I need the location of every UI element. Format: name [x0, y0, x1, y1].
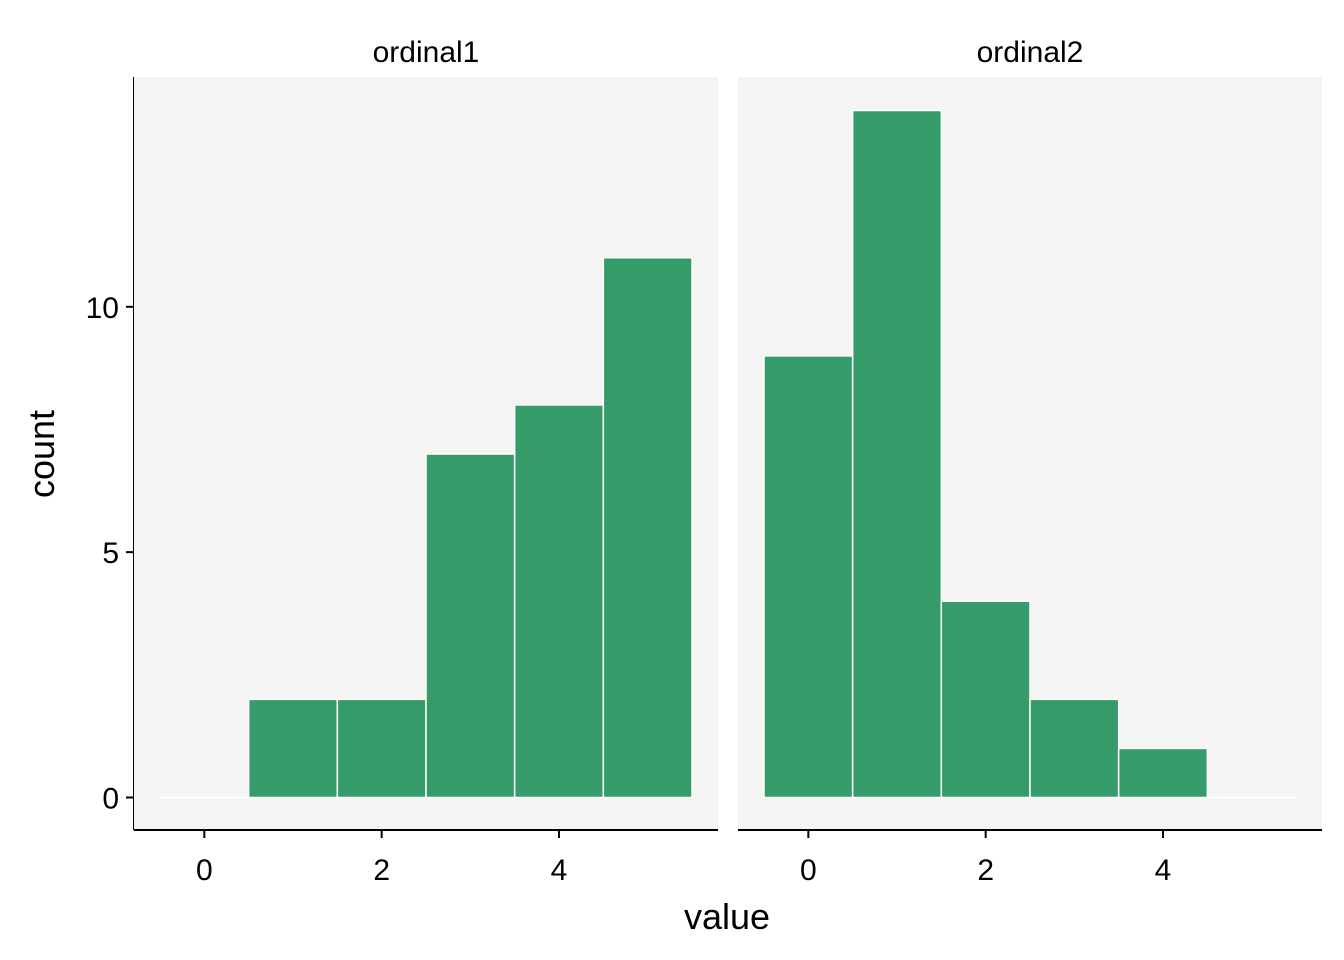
- x-tick-label: 4: [551, 854, 568, 887]
- histogram-bar: [763, 355, 854, 799]
- x-tick-label: 0: [800, 854, 817, 887]
- y-tick-label: 0: [102, 783, 119, 816]
- histogram-bar: [602, 256, 693, 799]
- x-axis-title: value: [684, 896, 770, 937]
- facet-panel-ordinal1: ordinal1 0 2 4: [134, 36, 718, 887]
- x-tick-label: 2: [373, 854, 390, 887]
- histogram-bar: [513, 404, 605, 799]
- facet-strip-label: ordinal1: [373, 36, 480, 69]
- histogram-bar: [1117, 747, 1209, 799]
- histogram-bar: [425, 453, 516, 799]
- y-tick-label: 5: [102, 537, 119, 570]
- x-tick-label: 0: [196, 854, 213, 887]
- y-axis: 0 5 10: [86, 77, 135, 830]
- histogram-bar: [1029, 698, 1120, 799]
- facet-strip-label: ordinal2: [977, 36, 1084, 69]
- facet-panel-ordinal2: ordinal2 0 2 4: [738, 36, 1322, 887]
- histogram-bar: [940, 600, 1031, 799]
- histogram-bar: [336, 698, 427, 799]
- x-tick-label: 2: [977, 854, 994, 887]
- y-tick-label: 10: [86, 292, 119, 325]
- y-axis-title: count: [21, 410, 62, 498]
- histogram-bar: [247, 698, 339, 799]
- histogram-bar: [851, 109, 943, 799]
- facet-panels: ordinal1 0 2 4 ordinal2 0 2 4: [134, 36, 1322, 887]
- x-tick-label: 4: [1155, 854, 1172, 887]
